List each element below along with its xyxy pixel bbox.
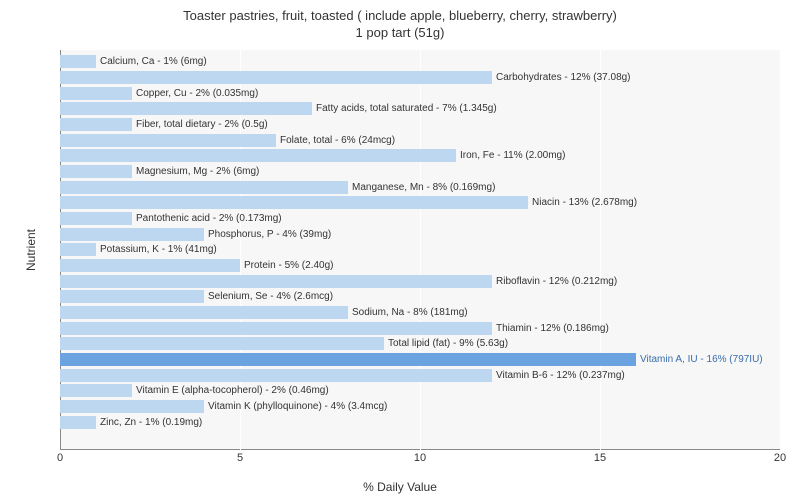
- chart-title: Toaster pastries, fruit, toasted ( inclu…: [0, 0, 800, 42]
- bar-row: Protein - 5% (2.40g): [60, 258, 780, 274]
- x-tick-label: 5: [237, 452, 243, 464]
- bar: [60, 275, 492, 288]
- bar: [60, 353, 636, 366]
- x-tick-label: 20: [774, 452, 786, 464]
- bar-row: Calcium, Ca - 1% (6mg): [60, 54, 780, 70]
- x-tick-label: 15: [594, 452, 606, 464]
- bar-row: Carbohydrates - 12% (37.08g): [60, 70, 780, 86]
- bar-row: Fatty acids, total saturated - 7% (1.345…: [60, 101, 780, 117]
- bar-row: Folate, total - 6% (24mcg): [60, 132, 780, 148]
- bar-row: Zinc, Zn - 1% (0.19mg): [60, 414, 780, 430]
- grid-line: [780, 50, 781, 450]
- bar: [60, 306, 348, 319]
- bar-label: Selenium, Se - 4% (2.6mcg): [204, 290, 333, 303]
- plot-area: Calcium, Ca - 1% (6mg) Carbohydrates - 12…: [60, 50, 780, 450]
- bar-label: Vitamin A, IU - 16% (797IU): [636, 353, 763, 366]
- bar-label: Potassium, K - 1% (41mg): [96, 243, 217, 256]
- bar: [60, 369, 492, 382]
- bar-row: Fiber, total dietary - 2% (0.5g): [60, 117, 780, 133]
- bar: [60, 400, 204, 413]
- bar-label: Sodium, Na - 8% (181mg): [348, 306, 468, 319]
- bar: [60, 55, 96, 68]
- bar-row: Thiamin - 12% (0.186mg): [60, 320, 780, 336]
- x-axis-label: % Daily Value: [363, 480, 437, 494]
- bar-label: Folate, total - 6% (24mcg): [276, 134, 395, 147]
- bar-label: Total lipid (fat) - 9% (5.63g): [384, 337, 508, 350]
- bar: [60, 181, 348, 194]
- bar-label: Iron, Fe - 11% (2.00mg): [456, 149, 565, 162]
- bar-row: Riboflavin - 12% (0.212mg): [60, 273, 780, 289]
- bar-label: Thiamin - 12% (0.186mg): [492, 322, 609, 335]
- bar-label: Vitamin B-6 - 12% (0.237mg): [492, 369, 625, 382]
- bar-row: Manganese, Mn - 8% (0.169mg): [60, 179, 780, 195]
- bar: [60, 118, 132, 131]
- bar-label: Copper, Cu - 2% (0.035mg): [132, 87, 258, 100]
- bar: [60, 102, 312, 115]
- bars-container: Calcium, Ca - 1% (6mg) Carbohydrates - 12…: [60, 50, 780, 450]
- bar: [60, 322, 492, 335]
- bar-label: Fatty acids, total saturated - 7% (1.345…: [312, 102, 497, 115]
- bar-row: Vitamin E (alpha-tocopherol) - 2% (0.46m…: [60, 383, 780, 399]
- bar-row: Niacin - 13% (2.678mg): [60, 195, 780, 211]
- bar-label: Vitamin E (alpha-tocopherol) - 2% (0.46m…: [132, 384, 329, 397]
- bar: [60, 290, 204, 303]
- bar-row: Vitamin A, IU - 16% (797IU): [60, 352, 780, 368]
- bar: [60, 149, 456, 162]
- bar-row: Total lipid (fat) - 9% (5.63g): [60, 336, 780, 352]
- bar-row: Sodium, Na - 8% (181mg): [60, 305, 780, 321]
- bar-row: Vitamin B-6 - 12% (0.237mg): [60, 367, 780, 383]
- bar: [60, 87, 132, 100]
- bar: [60, 228, 204, 241]
- chart-title-line2: 1 pop tart (51g): [0, 25, 800, 42]
- nutrient-chart: Toaster pastries, fruit, toasted ( inclu…: [0, 0, 800, 500]
- bar-label: Protein - 5% (2.40g): [240, 259, 334, 272]
- bar: [60, 243, 96, 256]
- bar-row: Potassium, K - 1% (41mg): [60, 242, 780, 258]
- bar-label: Riboflavin - 12% (0.212mg): [492, 275, 617, 288]
- bar-label: Zinc, Zn - 1% (0.19mg): [96, 416, 202, 429]
- bar-label: Carbohydrates - 12% (37.08g): [492, 71, 631, 84]
- bar-row: Pantothenic acid - 2% (0.173mg): [60, 211, 780, 227]
- bar: [60, 165, 132, 178]
- bar-label: Calcium, Ca - 1% (6mg): [96, 55, 207, 68]
- x-tick-label: 0: [57, 452, 63, 464]
- bar-label: Phosphorus, P - 4% (39mg): [204, 228, 331, 241]
- bar-row: Vitamin K (phylloquinone) - 4% (3.4mcg): [60, 399, 780, 415]
- bar-row: Iron, Fe - 11% (2.00mg): [60, 148, 780, 164]
- bar: [60, 384, 132, 397]
- bar: [60, 337, 384, 350]
- bar-label: Niacin - 13% (2.678mg): [528, 196, 637, 209]
- bar-label: Vitamin K (phylloquinone) - 4% (3.4mcg): [204, 400, 387, 413]
- bar-row: Copper, Cu - 2% (0.035mg): [60, 85, 780, 101]
- y-axis-label: Nutrient: [24, 229, 38, 271]
- bar-row: Phosphorus, P - 4% (39mg): [60, 226, 780, 242]
- bar-row: Magnesium, Mg - 2% (6mg): [60, 164, 780, 180]
- bar-label: Manganese, Mn - 8% (0.169mg): [348, 181, 495, 194]
- bar: [60, 196, 528, 209]
- bar-row: Selenium, Se - 4% (2.6mcg): [60, 289, 780, 305]
- x-tick-label: 10: [414, 452, 426, 464]
- bar: [60, 71, 492, 84]
- bar: [60, 259, 240, 272]
- chart-title-line1: Toaster pastries, fruit, toasted ( inclu…: [0, 8, 800, 25]
- bar-label: Fiber, total dietary - 2% (0.5g): [132, 118, 268, 131]
- bar: [60, 134, 276, 147]
- bar-label: Pantothenic acid - 2% (0.173mg): [132, 212, 282, 225]
- bar: [60, 212, 132, 225]
- bar-label: Magnesium, Mg - 2% (6mg): [132, 165, 259, 178]
- bar: [60, 416, 96, 429]
